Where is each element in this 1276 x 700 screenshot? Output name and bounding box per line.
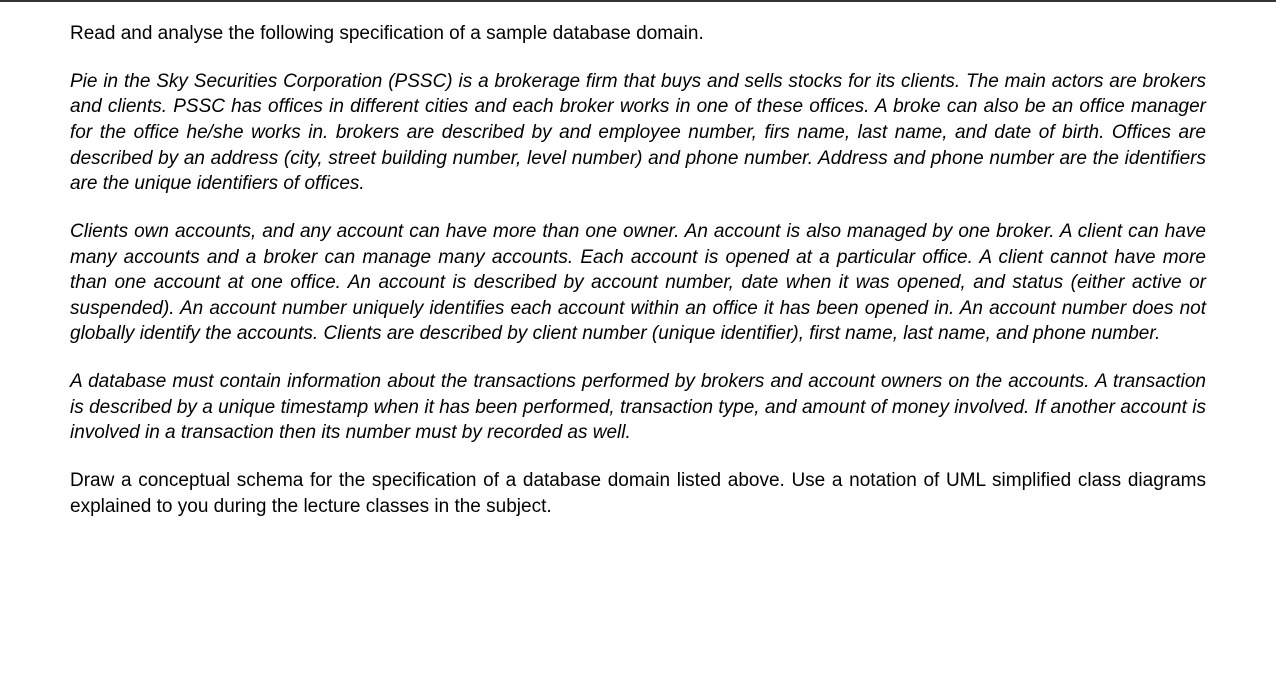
specification-paragraph-2: Clients own accounts, and any account ca… <box>70 219 1206 347</box>
task-instruction: Draw a conceptual schema for the specifi… <box>70 468 1206 519</box>
specification-paragraph-3: A database must contain information abou… <box>70 369 1206 446</box>
specification-paragraph-1: Pie in the Sky Securities Corporation (P… <box>70 69 1206 197</box>
intro-instruction: Read and analyse the following specifica… <box>70 22 1206 47</box>
